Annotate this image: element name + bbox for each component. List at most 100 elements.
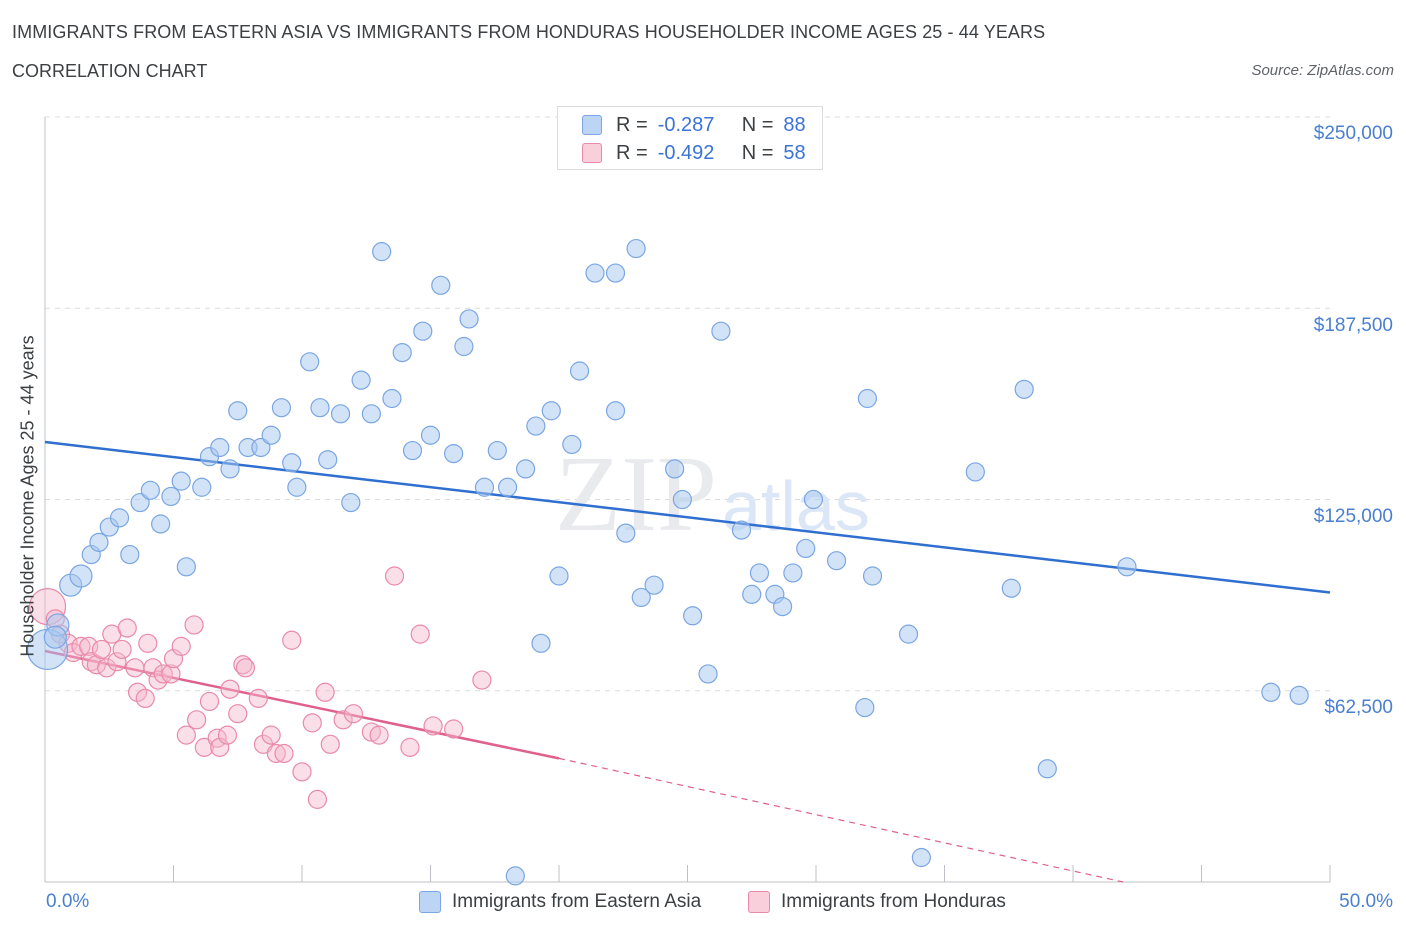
eastern-asia-point	[431, 275, 451, 295]
eastern-asia-point	[749, 563, 770, 583]
eastern-asia-point	[515, 459, 536, 479]
eastern-asia-point	[742, 584, 762, 604]
eastern-asia-point	[562, 434, 582, 455]
bottom-legend-label: Immigrants from Eastern Asia	[452, 891, 702, 912]
eastern-asia-point	[803, 489, 824, 510]
honduras-point	[228, 704, 248, 724]
eastern-asia-point	[731, 520, 752, 540]
honduras-point	[384, 566, 405, 586]
honduras-point	[307, 789, 328, 809]
eastern-asia-point	[549, 566, 569, 586]
eastern-asia-point	[911, 847, 931, 868]
eastern-asia-point	[683, 606, 703, 626]
honduras-point	[220, 679, 240, 699]
eastern-asia-point	[109, 508, 130, 528]
bottom-legend-label: Immigrants from Honduras	[781, 891, 1006, 912]
eastern-asia-point	[361, 404, 381, 424]
honduras-point	[361, 722, 381, 742]
eastern-asia-point	[487, 440, 507, 461]
eastern-asia-point	[176, 557, 196, 577]
eastern-asia-point	[420, 425, 441, 445]
eastern-asia-point	[1289, 685, 1309, 705]
eastern-asia-point	[1014, 379, 1034, 399]
honduras-point	[97, 658, 117, 678]
y-tick-label-125000: $125,000	[1313, 506, 1393, 527]
eastern-asia-point	[89, 532, 109, 552]
bottom-legend-eastern-asia[interactable]: Immigrants from Eastern Asia	[419, 891, 701, 913]
trendline-honduras-extension	[558, 757, 1124, 883]
honduras-point	[444, 719, 464, 739]
eastern-asia-point	[43, 625, 67, 649]
eastern-asia-point	[220, 459, 240, 479]
eastern-asia-point	[300, 352, 320, 372]
eastern-asia-point	[772, 596, 793, 617]
eastern-asia-point	[261, 425, 281, 445]
eastern-asia-point	[69, 564, 93, 588]
honduras-point	[261, 725, 281, 745]
eastern-asia-point	[672, 489, 692, 510]
eastern-asia-point	[1261, 682, 1281, 702]
honduras-point	[233, 655, 253, 675]
eastern-asia-point	[541, 401, 561, 421]
honduras-point	[161, 664, 181, 684]
eastern-asia-point	[526, 416, 546, 436]
legend-n-label: N =	[741, 113, 774, 136]
eastern-asia-point	[318, 450, 338, 470]
honduras-point	[187, 710, 207, 730]
eastern-asia-point	[140, 480, 160, 500]
eastern-asia-point	[605, 263, 626, 283]
x-tick-label-min: 0.0%	[46, 891, 90, 912]
eastern-asia-point	[330, 404, 351, 424]
eastern-asia-point	[631, 587, 651, 608]
honduras-point	[274, 743, 294, 764]
honduras-point	[333, 710, 353, 730]
legend-swatch-blue	[419, 891, 441, 913]
eastern-asia-point	[251, 437, 271, 458]
legend-swatch-blue	[582, 115, 602, 135]
honduras-point	[184, 615, 204, 635]
watermark-zip: ZIP	[555, 435, 717, 554]
source-attribution[interactable]: Source: ZipAtlas.com	[1251, 62, 1394, 79]
eastern-asia-point	[644, 575, 664, 595]
eastern-asia-point	[474, 477, 495, 497]
honduras-point	[163, 649, 184, 669]
eastern-asia-point	[171, 471, 191, 491]
eastern-asia-point	[130, 492, 150, 513]
eastern-asia-point	[271, 398, 292, 418]
eastern-asia-point	[120, 544, 140, 565]
eastern-asia-point	[228, 401, 248, 421]
eastern-asia-point	[505, 866, 525, 886]
honduras-point	[127, 682, 148, 702]
honduras-point	[320, 734, 340, 754]
eastern-asia-point	[210, 437, 230, 458]
eastern-asia-point	[857, 388, 878, 409]
honduras-point	[410, 624, 430, 644]
eastern-asia-point	[862, 566, 883, 586]
honduras-point	[315, 682, 335, 702]
bottom-legend-honduras[interactable]: Immigrants from Honduras	[748, 891, 1006, 913]
legend-swatch-pink	[582, 143, 602, 163]
honduras-point	[472, 670, 492, 690]
y-tick-label-250000: $250,000	[1313, 123, 1393, 144]
eastern-asia-point	[796, 538, 816, 559]
trendline-eastern-asia	[44, 440, 1331, 594]
honduras-point	[199, 691, 220, 712]
legend-n-value: 88	[783, 113, 806, 136]
eastern-asia-point	[192, 477, 212, 497]
eastern-asia-point	[531, 633, 551, 653]
legend-row-honduras: R = -0.492 N = 58	[582, 141, 806, 165]
eastern-asia-point	[459, 309, 479, 329]
honduras-point	[400, 737, 420, 757]
zipatlas-watermark: ZIP atlas	[555, 435, 870, 554]
eastern-asia-point	[382, 388, 402, 409]
honduras-point	[292, 762, 312, 782]
trendline-honduras	[44, 649, 560, 760]
eastern-asia-point	[855, 697, 875, 718]
eastern-asia-point	[351, 370, 371, 390]
x-tick-label-max: 50.0%	[1339, 891, 1393, 912]
honduras-point	[91, 639, 112, 660]
honduras-point	[138, 633, 158, 653]
honduras-point	[217, 725, 238, 745]
honduras-point	[153, 664, 173, 684]
